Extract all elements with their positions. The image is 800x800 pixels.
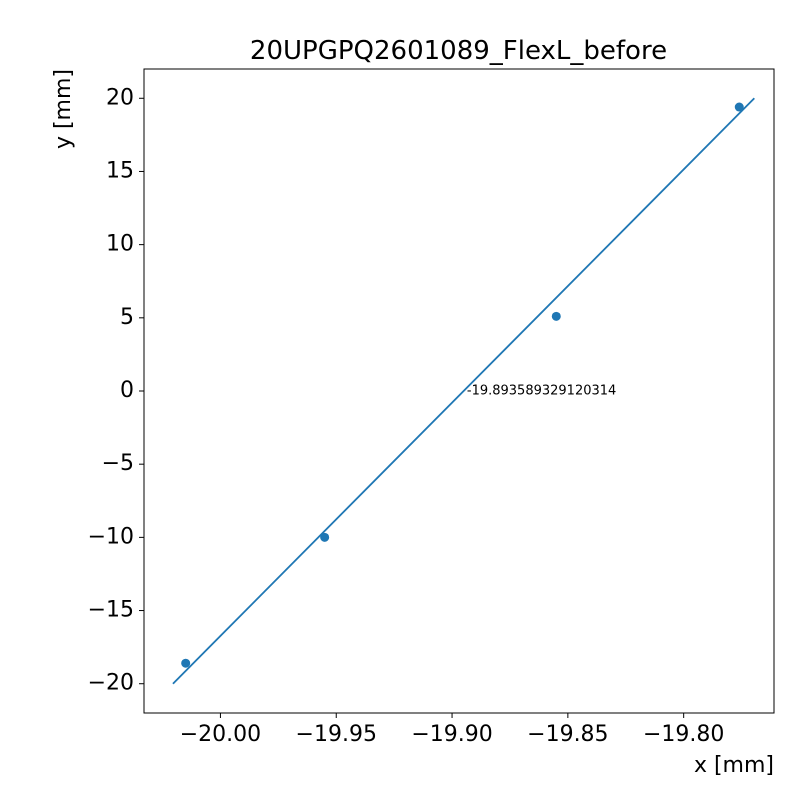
x-tick-label: −19.80 — [643, 722, 724, 747]
y-axis: −20 −15 −10 −5 0 5 10 15 20 — [88, 85, 144, 696]
axes-frame — [143, 68, 775, 714]
x-tick-label: −19.85 — [527, 722, 608, 747]
fit-annotation: -19.893589329120314 — [467, 384, 616, 399]
y-tick-label: −5 — [102, 451, 134, 476]
data-point-2 — [320, 532, 330, 542]
x-tick-label: −19.90 — [411, 722, 492, 747]
y-tick-label: 10 — [106, 232, 134, 257]
y-tick-label: 15 — [106, 158, 134, 183]
x-axis: −20.00 −19.95 −19.90 −19.85 −19.80 — [180, 713, 724, 747]
y-axis-label: y [mm] — [51, 69, 76, 149]
y-tick-label: 0 — [120, 378, 134, 403]
data-point-1 — [181, 658, 191, 668]
data-point-4 — [734, 102, 744, 112]
y-tick-label: 20 — [106, 85, 134, 110]
data-point-3 — [551, 311, 561, 321]
x-tick-label: −19.95 — [296, 722, 377, 747]
x-axis-label: x [mm] — [694, 753, 774, 778]
fit-line — [172, 97, 755, 685]
chart-title: 20UPGPQ2601089_FlexL_before — [250, 36, 667, 66]
y-tick-label: 5 — [120, 305, 134, 330]
plot-area: -19.893589329120314 — [172, 97, 755, 685]
y-tick-label: −10 — [88, 524, 134, 549]
x-tick-label: −20.00 — [180, 722, 261, 747]
y-tick-label: −15 — [88, 598, 134, 623]
y-tick-label: −20 — [88, 671, 134, 696]
